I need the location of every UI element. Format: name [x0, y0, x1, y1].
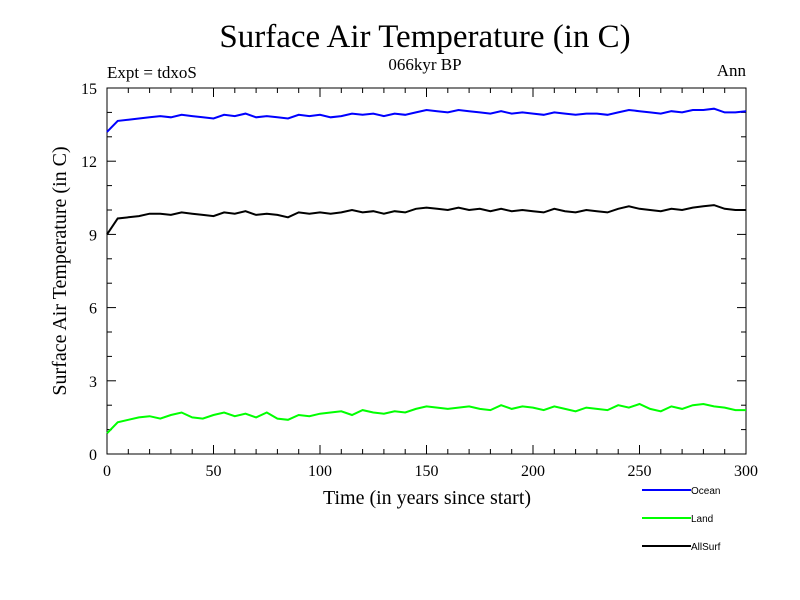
y-tick-label: 9 — [89, 227, 97, 244]
x-tick-label: 100 — [308, 463, 332, 480]
legend-label-ocean: Ocean — [691, 486, 720, 497]
x-tick-label: 300 — [734, 463, 758, 480]
experiment-label: Expt = tdxoS — [107, 63, 197, 82]
series-line-allsurf — [106, 204, 746, 235]
x-tick-label: 150 — [415, 463, 439, 480]
plot-frame — [106, 87, 747, 455]
legend-label-land: Land — [691, 514, 713, 525]
legend-label-allsurf: AllSurf — [691, 542, 721, 553]
legend: Ocean Land AllSurf — [642, 486, 721, 553]
y-axis-label: Surface Air Temperature (in C) — [49, 146, 71, 395]
season-label: Ann — [717, 61, 747, 80]
y-tick-label: 0 — [89, 447, 97, 464]
chart-subtitle: 066kyr BP — [388, 55, 461, 74]
x-tick-label: 250 — [628, 463, 652, 480]
y-tick-label: 12 — [81, 154, 97, 171]
x-tick-label: 200 — [521, 463, 545, 480]
x-tick-label: 50 — [206, 463, 222, 480]
series-lines — [106, 107, 747, 434]
x-tick-label: 0 — [103, 463, 111, 480]
y-tick-label: 15 — [81, 81, 97, 98]
axis-ticks: 0 50 100 150 200 250 300 0 3 6 9 12 15 — [81, 81, 758, 480]
y-tick-label: 3 — [89, 374, 97, 391]
series-line-ocean — [106, 107, 747, 133]
chart-title: Surface Air Temperature (in C) — [219, 19, 630, 55]
series-line-land — [106, 402, 746, 434]
y-tick-label: 6 — [89, 301, 97, 318]
x-axis-label: Time (in years since start) — [323, 487, 531, 509]
